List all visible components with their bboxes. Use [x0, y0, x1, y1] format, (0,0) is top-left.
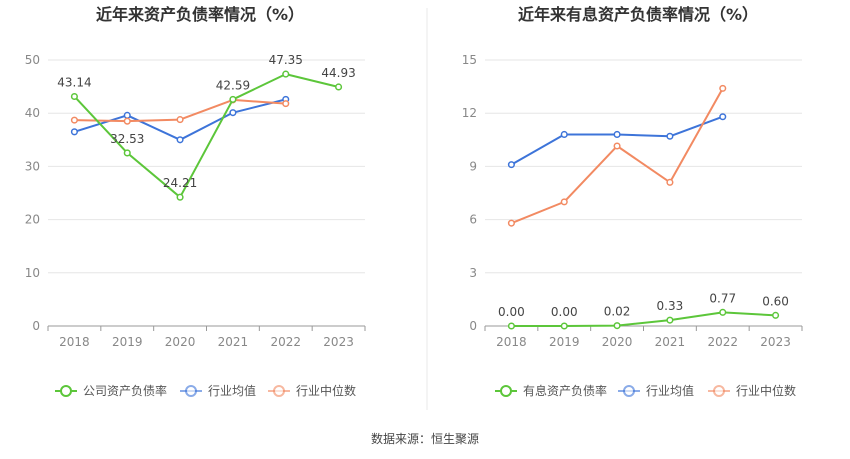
data-point [560, 322, 568, 330]
legend-swatch-marker [60, 385, 72, 397]
y-tick-label: 6 [469, 213, 477, 227]
x-tick-label: 2018 [59, 335, 90, 349]
interest-bearing-debt-ratio-chart: 近年来有息资产负债率情况（%） 0 3 6 9 12 15 2018 2019 2020 2021 2… [462, 5, 803, 398]
data-point [772, 311, 780, 319]
data-point [560, 130, 568, 139]
data-point [123, 111, 131, 119]
x-tick-label: 2022 [270, 335, 301, 349]
data-point [719, 84, 727, 92]
legend-label: 行业中位数 [736, 383, 796, 398]
data-label: 0.77 [709, 291, 736, 305]
series-line [510, 115, 724, 166]
data-point [70, 116, 78, 124]
data-label: 24.21 [163, 176, 197, 190]
data-point [613, 130, 621, 139]
data-point [666, 132, 674, 140]
y-tick-label: 10 [25, 266, 40, 280]
data-point [507, 161, 515, 169]
legend-label: 行业中位数 [296, 383, 356, 398]
legend-item[interactable]: 行业均值 [180, 383, 256, 398]
data-point [229, 109, 237, 117]
y-tick-label: 3 [469, 266, 477, 280]
data-point [666, 316, 674, 324]
data-label: 42.59 [216, 78, 250, 92]
data-point [613, 142, 621, 150]
data-point [123, 149, 131, 157]
legend-item[interactable]: 有息资产负债率 [495, 383, 607, 398]
data-point [666, 178, 674, 186]
debt-ratio-chart: 近年来资产负债率情况（%） 0 10 20 30 40 50 2018 2019 2020 2021… [25, 5, 366, 398]
y-tick-label: 50 [25, 53, 40, 67]
x-tick-label: 2020 [602, 335, 633, 349]
y-tick-label: 0 [32, 319, 40, 333]
legend-swatch-marker [185, 385, 197, 397]
chart-title: 近年来有息资产负债率情况（%） [518, 5, 758, 24]
data-point [176, 193, 184, 201]
y-tick-label: 12 [462, 106, 477, 120]
data-point [719, 113, 727, 121]
y-tick-label: 40 [25, 106, 40, 120]
data-point [282, 70, 290, 78]
data-point [229, 95, 237, 103]
data-point [176, 136, 184, 144]
y-tick-label: 30 [25, 159, 40, 173]
data-label: 47.35 [269, 53, 303, 67]
data-point [282, 100, 290, 108]
data-point [335, 83, 343, 91]
y-tick-label: 0 [469, 319, 477, 333]
series-line [511, 87, 724, 225]
series-line [73, 73, 339, 199]
data-source-footer: 数据来源：恒生聚源 [371, 431, 479, 446]
data-point [719, 308, 727, 316]
data-label: 0.00 [551, 305, 578, 319]
x-tick-label: 2021 [218, 335, 249, 349]
legend-label: 行业均值 [208, 383, 256, 398]
x-tick-label: 2023 [760, 335, 791, 349]
x-tick-label: 2020 [165, 335, 196, 349]
legend-item[interactable]: 公司资产负债率 [55, 383, 167, 398]
data-label: 0.60 [762, 294, 789, 308]
y-tick-label: 20 [25, 213, 40, 227]
data-point [70, 128, 78, 136]
data-point [70, 92, 78, 101]
data-label: 0.33 [657, 299, 684, 313]
data-point [560, 198, 568, 206]
legend-swatch-marker [713, 385, 725, 397]
data-label: 0.02 [604, 305, 631, 319]
y-tick-label: 15 [462, 53, 477, 67]
legend-label: 公司资产负债率 [83, 383, 167, 398]
x-tick-label: 2018 [496, 335, 527, 349]
legend-item[interactable]: 行业中位数 [708, 383, 796, 398]
data-label: 43.14 [57, 75, 91, 89]
chart-title: 近年来资产负债率情况（%） [96, 5, 304, 24]
x-tick-label: 2023 [323, 335, 354, 349]
x-tick-label: 2019 [112, 335, 143, 349]
data-label: 44.93 [321, 66, 355, 80]
legend-swatch-marker [500, 385, 512, 397]
data-point [507, 322, 515, 330]
x-tick-label: 2021 [655, 335, 686, 349]
data-point [123, 117, 131, 125]
legend-label: 有息资产负债率 [523, 383, 607, 398]
legend-label: 行业均值 [646, 383, 694, 398]
series-line [511, 311, 776, 327]
legend-swatch-marker [623, 385, 635, 397]
y-tick-label: 9 [469, 159, 477, 173]
data-point [176, 116, 184, 124]
data-point [507, 219, 515, 227]
data-label: 32.53 [110, 132, 144, 146]
legend-swatch-marker [273, 385, 285, 397]
legend-item[interactable]: 行业均值 [618, 383, 694, 398]
data-point [613, 322, 621, 330]
x-tick-label: 2022 [707, 335, 738, 349]
x-tick-label: 2019 [549, 335, 580, 349]
data-label: 0.00 [498, 305, 525, 319]
legend-item[interactable]: 行业中位数 [268, 383, 356, 398]
